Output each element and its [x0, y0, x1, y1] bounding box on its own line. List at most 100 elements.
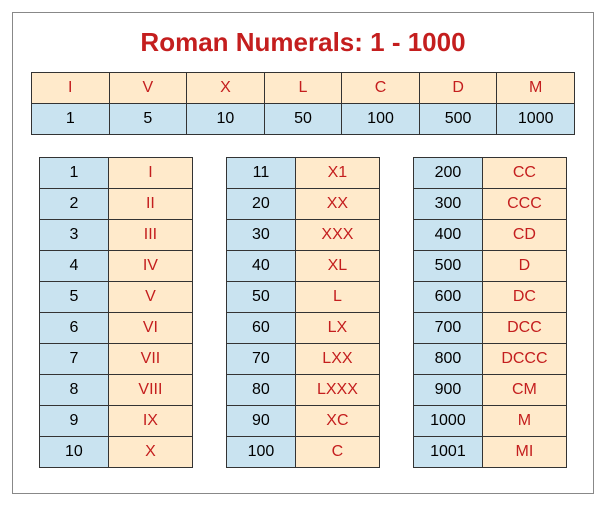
table-row: 500D: [414, 251, 567, 282]
value-cell: 50: [264, 104, 342, 135]
table-row: 80LXXX: [227, 375, 380, 406]
symbol-cell: D: [419, 73, 497, 104]
symbols-row-romans: I V X L C D M: [32, 73, 575, 104]
roman-cell: I: [108, 158, 192, 189]
number-cell: 9: [40, 406, 109, 437]
symbols-table: I V X L C D M 1 5 10 50 100 500 1000: [31, 72, 575, 135]
number-cell: 2: [40, 189, 109, 220]
chart-container: Roman Numerals: 1 - 1000 I V X L C D M 1…: [12, 12, 594, 494]
symbol-cell: X: [187, 73, 265, 104]
table-row: 1I: [40, 158, 193, 189]
value-cell: 10: [187, 104, 265, 135]
roman-cell: LX: [295, 313, 379, 344]
table-row: 6VI: [40, 313, 193, 344]
page-title: Roman Numerals: 1 - 1000: [31, 27, 575, 58]
column-table-2: 11X120XX30XXX40XL50L60LX70LXX80LXXX90XC1…: [226, 157, 380, 468]
number-cell: 700: [414, 313, 483, 344]
number-cell: 7: [40, 344, 109, 375]
number-cell: 1001: [414, 437, 483, 468]
value-cell: 5: [109, 104, 187, 135]
roman-cell: DCC: [482, 313, 566, 344]
value-cell: 1: [32, 104, 110, 135]
roman-cell: III: [108, 220, 192, 251]
number-cell: 200: [414, 158, 483, 189]
table-row: 60LX: [227, 313, 380, 344]
number-cell: 900: [414, 375, 483, 406]
number-cell: 40: [227, 251, 296, 282]
number-cell: 800: [414, 344, 483, 375]
roman-cell: IX: [108, 406, 192, 437]
symbol-cell: V: [109, 73, 187, 104]
roman-cell: II: [108, 189, 192, 220]
table-row: 40XL: [227, 251, 380, 282]
symbol-cell: I: [32, 73, 110, 104]
roman-cell: CCC: [482, 189, 566, 220]
column-table-3: 200CC300CCC400CD500D600DC700DCC800DCCC90…: [413, 157, 567, 468]
roman-cell: DC: [482, 282, 566, 313]
table-row: 200CC: [414, 158, 567, 189]
table-row: 90XC: [227, 406, 380, 437]
number-cell: 600: [414, 282, 483, 313]
symbol-cell: M: [497, 73, 575, 104]
table-row: 600DC: [414, 282, 567, 313]
columns-container: 1I2II3III4IV5V6VI7VII8VIII9IX10X 11X120X…: [31, 157, 575, 468]
roman-cell: V: [108, 282, 192, 313]
table-row: 100C: [227, 437, 380, 468]
number-cell: 5: [40, 282, 109, 313]
roman-cell: LXXX: [295, 375, 379, 406]
symbol-cell: C: [342, 73, 420, 104]
number-cell: 6: [40, 313, 109, 344]
table-row: 11X1: [227, 158, 380, 189]
number-cell: 4: [40, 251, 109, 282]
roman-cell: CC: [482, 158, 566, 189]
table-row: 8VIII: [40, 375, 193, 406]
column-table-1: 1I2II3III4IV5V6VI7VII8VIII9IX10X: [39, 157, 193, 468]
roman-cell: XL: [295, 251, 379, 282]
number-cell: 60: [227, 313, 296, 344]
roman-cell: CM: [482, 375, 566, 406]
table-row: 9IX: [40, 406, 193, 437]
roman-cell: D: [482, 251, 566, 282]
table-row: 70LXX: [227, 344, 380, 375]
table-row: 700DCC: [414, 313, 567, 344]
value-cell: 1000: [497, 104, 575, 135]
number-cell: 11: [227, 158, 296, 189]
number-cell: 8: [40, 375, 109, 406]
symbol-cell: L: [264, 73, 342, 104]
roman-cell: CD: [482, 220, 566, 251]
value-cell: 500: [419, 104, 497, 135]
number-cell: 90: [227, 406, 296, 437]
table-row: 300CCC: [414, 189, 567, 220]
roman-cell: LXX: [295, 344, 379, 375]
table-row: 1001MI: [414, 437, 567, 468]
table-row: 7VII: [40, 344, 193, 375]
value-cell: 100: [342, 104, 420, 135]
table-row: 20XX: [227, 189, 380, 220]
number-cell: 3: [40, 220, 109, 251]
number-cell: 1: [40, 158, 109, 189]
roman-cell: C: [295, 437, 379, 468]
roman-cell: X1: [295, 158, 379, 189]
number-cell: 80: [227, 375, 296, 406]
table-row: 30XXX: [227, 220, 380, 251]
table-row: 4IV: [40, 251, 193, 282]
roman-cell: MI: [482, 437, 566, 468]
table-row: 10X: [40, 437, 193, 468]
table-row: 900CM: [414, 375, 567, 406]
roman-cell: VII: [108, 344, 192, 375]
number-cell: 20: [227, 189, 296, 220]
number-cell: 100: [227, 437, 296, 468]
symbols-row-values: 1 5 10 50 100 500 1000: [32, 104, 575, 135]
table-row: 400CD: [414, 220, 567, 251]
table-row: 800DCCC: [414, 344, 567, 375]
roman-cell: VIII: [108, 375, 192, 406]
number-cell: 400: [414, 220, 483, 251]
table-row: 50L: [227, 282, 380, 313]
number-cell: 50: [227, 282, 296, 313]
roman-cell: X: [108, 437, 192, 468]
number-cell: 500: [414, 251, 483, 282]
roman-cell: L: [295, 282, 379, 313]
roman-cell: IV: [108, 251, 192, 282]
roman-cell: DCCC: [482, 344, 566, 375]
table-row: 1000M: [414, 406, 567, 437]
